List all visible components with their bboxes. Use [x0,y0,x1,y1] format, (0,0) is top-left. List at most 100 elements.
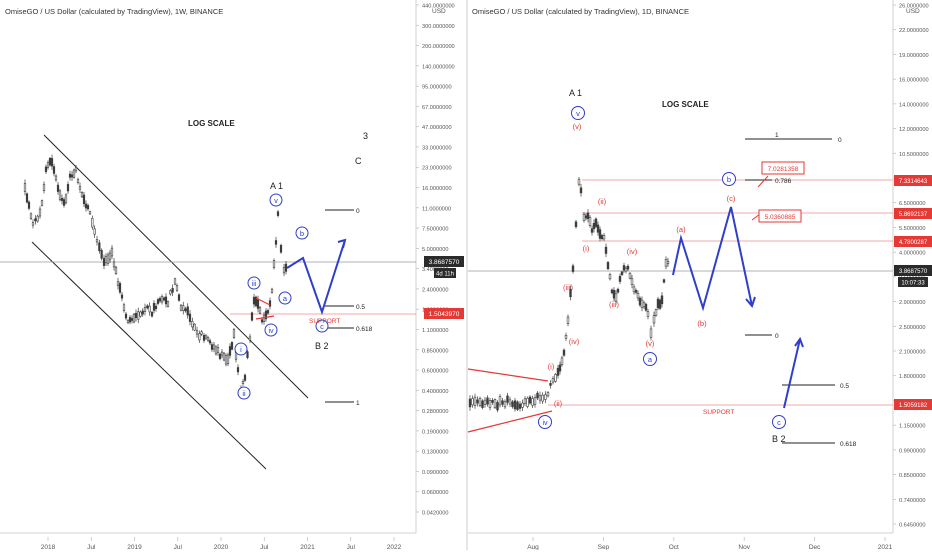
candle-body [86,205,90,210]
daily-wave-circle-v: v [571,106,585,120]
daily-x-ticks: Aug Sep Oct Nov Dec 2021 [527,537,893,551]
candle-body [160,296,164,303]
weekly-x-ticks: 2018 Jul 2019 Jul 2020 Jul 2021 Jul 2022 [41,537,402,551]
y-tick-label: 2.4000000 [422,287,448,293]
candle-body [577,178,581,185]
x-tick-label: 2021 [878,544,893,550]
candle-body [523,398,527,404]
x-tick-label: 2019 [127,544,142,550]
y-tick-label: 26.0000000 [899,4,929,10]
candle-body [74,166,78,172]
candle-body [493,399,497,409]
candle-body [536,392,539,399]
daily-wave-paren-i: (i) [583,244,590,253]
x-tick-label: Nov [738,544,750,550]
candle-body [78,186,82,190]
candle-body [638,297,642,306]
candle-body [116,281,120,286]
daily-last-price-tag: 3.8687570 [894,265,932,276]
svg-text:v: v [274,196,278,205]
daily-wave-circle-iv: iv [538,415,552,429]
y-tick-label: 0.8500000 [422,348,448,354]
svg-text:b: b [300,229,304,238]
y-tick-label: 0.1300000 [422,450,448,456]
candle-body [173,278,177,285]
candle-body [126,320,130,324]
candle-body [106,254,110,264]
candle-body [243,374,247,381]
x-tick-label: Jul [174,544,183,550]
candle-body [56,184,60,192]
candle-body [254,296,258,307]
candle-body [208,340,212,344]
candle-body [93,228,96,235]
candle-body [554,374,557,382]
candle-body [549,383,552,386]
x-tick-label: Jul [260,544,269,550]
candle-body [628,272,632,279]
svg-text:3.8687570: 3.8687570 [899,269,928,275]
candle-body [171,287,174,293]
candle-body [114,266,118,274]
candle-body [98,242,101,252]
daily-wave-sub-i: (i) [548,362,555,371]
candle-body [473,396,477,406]
svg-text:iv: iv [542,420,548,427]
daily-wave-circle-b: b [722,172,736,186]
candle-body [642,302,646,308]
candle-body [72,169,76,178]
candle-body [646,311,650,317]
candle-body [284,263,288,272]
candle-body [193,323,196,331]
candle-body [139,311,142,317]
svg-text:iii: iii [252,281,257,288]
candle-body [184,308,187,312]
daily-label-b2: B 2 [772,434,786,444]
daily-wave-paren-a: (a) [676,225,686,234]
svg-text:1.5059182: 1.5059182 [899,403,928,409]
weekly-wave-b: b [295,226,309,240]
candle-body [210,344,214,350]
candle-body [40,200,44,206]
candle-body [186,306,189,316]
y-tick-label: 0.0900000 [422,470,448,476]
candle-body [128,317,132,323]
candle-body [649,328,653,338]
candle-body [148,305,151,313]
candle-body [236,367,240,373]
candle-body [108,252,112,261]
candle-body [508,399,512,405]
daily-projection-arrowhead-2 [794,336,804,348]
daily-y-ticks: 26.0000000 22.0000000 19.0000000 16.0000000… [893,4,929,529]
daily-projection-up-line [783,338,801,409]
daily-target-box-7-03: 7.0281358 [761,161,805,175]
weekly-chart: OmiseGO / US Dollar (calculated by Tradi… [0,0,464,551]
candle-body [62,199,66,206]
candle-body [582,213,586,221]
weekly-wave-a: a [278,291,292,305]
daily-triangle-upper-line [467,368,549,382]
candle-body [622,265,626,271]
candle-body [644,303,648,311]
candle-body [626,265,630,270]
candle-body [179,304,183,311]
candle-body [188,313,192,322]
candle-body [88,211,92,215]
candle-body [620,271,624,276]
candle-body [518,403,522,409]
candle-body [618,276,622,282]
candle-body [204,335,208,339]
daily-fib-label-0-bottom: 0 [775,333,779,340]
chart-divider [466,0,468,550]
y-tick-label: 1.1000000 [422,328,448,334]
svg-text:4.7800287: 4.7800287 [899,240,928,246]
weekly-red-trend-line-2 [255,315,275,320]
candle-body [574,221,578,228]
candle-body [143,307,147,312]
candle-body [560,357,564,365]
daily-countdown-tag: 10:07:33 [898,277,928,287]
candle-body [104,256,108,263]
candle-body [154,305,158,310]
y-tick-label: 5.0000000 [422,247,448,253]
